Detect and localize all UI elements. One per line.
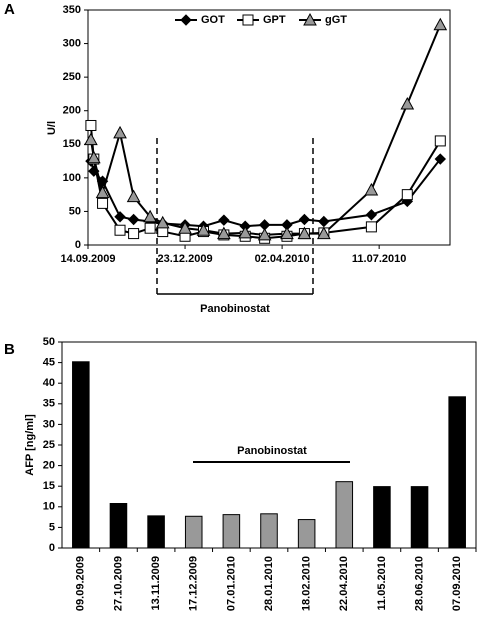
x-tick-label: 11.07.2010 <box>352 253 406 265</box>
point <box>143 209 157 223</box>
y-tick-label: 20 <box>43 460 55 472</box>
bar <box>335 481 354 549</box>
point <box>86 150 101 164</box>
x-tick-label: 02.04.2010 <box>255 253 310 265</box>
point <box>365 221 377 233</box>
panel-label: A <box>4 1 15 18</box>
bar <box>260 513 278 549</box>
point <box>316 226 331 240</box>
y-tick-label: 15 <box>43 480 55 492</box>
x-tick-label: 07.09.2010 <box>451 556 463 611</box>
legend-marker <box>242 14 254 26</box>
x-tick-label: 09.09.2009 <box>75 556 87 611</box>
y-tick-label: 100 <box>63 172 81 184</box>
bar <box>297 519 316 549</box>
point <box>128 228 140 240</box>
point <box>114 211 126 223</box>
x-tick-label: 13.11.2009 <box>150 556 162 610</box>
point <box>178 221 192 234</box>
bar <box>147 515 165 549</box>
legend-label: gGT <box>325 14 347 26</box>
point <box>434 153 447 165</box>
bar <box>373 486 391 549</box>
point <box>196 223 211 236</box>
panel-label: B <box>4 341 15 358</box>
y-tick-label: 0 <box>49 542 55 554</box>
y-tick-label: 50 <box>69 205 81 217</box>
y-tick-label: 350 <box>63 4 81 16</box>
point <box>298 213 311 226</box>
bar <box>109 503 128 549</box>
bar <box>72 361 90 549</box>
x-tick-label: 11.05.2010 <box>376 556 388 610</box>
point <box>88 165 100 177</box>
y-tick-label: 45 <box>43 357 55 369</box>
point <box>85 119 97 131</box>
point <box>400 96 415 110</box>
point <box>280 226 294 240</box>
bar <box>222 514 241 549</box>
y-tick-label: 250 <box>63 71 81 83</box>
point <box>318 215 330 228</box>
y-tick-label: 0 <box>75 239 81 251</box>
point <box>126 189 141 203</box>
point <box>114 224 126 236</box>
x-tick-label: 18.02.2010 <box>301 556 313 611</box>
legend-label: GOT <box>201 14 225 26</box>
point <box>401 189 413 201</box>
point <box>155 215 170 229</box>
annotation: Panobinostat <box>237 445 307 457</box>
point <box>84 132 98 146</box>
point <box>97 197 109 209</box>
x-tick-label: 17.12.2009 <box>188 556 200 611</box>
y-tick-label: 300 <box>63 37 81 49</box>
y-tick-label: 35 <box>43 398 55 410</box>
point <box>218 214 230 226</box>
series-line <box>89 158 442 228</box>
y-tick-label: 40 <box>43 377 55 389</box>
x-tick-label: 22.04.2010 <box>338 556 350 611</box>
point <box>238 225 253 239</box>
point <box>364 182 379 196</box>
y-tick-label: 30 <box>43 418 55 430</box>
bar <box>448 396 466 549</box>
y-axis-label: AFP [ng/ml] <box>24 414 36 476</box>
bar <box>184 515 203 549</box>
point <box>95 185 110 199</box>
y-tick-label: 10 <box>43 501 55 513</box>
point <box>127 213 140 226</box>
legend-marker <box>303 12 317 26</box>
point <box>144 222 156 234</box>
x-tick-label: 27.10.2009 <box>112 556 124 611</box>
series-line <box>89 24 442 236</box>
x-tick-label: 14.09.2009 <box>60 253 115 265</box>
x-tick-label: 28.06.2010 <box>413 556 425 611</box>
y-tick-label: 25 <box>43 439 55 451</box>
point <box>217 226 231 240</box>
y-axis-label: U/l <box>46 121 58 135</box>
point <box>257 227 272 241</box>
point <box>434 135 446 147</box>
x-tick-label: 07.01.2010 <box>225 556 237 611</box>
x-tick-label: 23.12.2009 <box>158 253 213 265</box>
annotation: Panobinostat <box>200 303 270 315</box>
y-tick-label: 150 <box>63 138 81 150</box>
y-tick-label: 50 <box>43 336 55 348</box>
plot-frame <box>87 9 451 246</box>
y-tick-label: 200 <box>63 105 81 117</box>
point <box>433 17 448 31</box>
point <box>297 226 312 240</box>
bar <box>410 486 429 549</box>
x-tick-label: 28.01.2010 <box>263 556 275 611</box>
point <box>365 209 378 221</box>
legend-marker <box>180 14 192 26</box>
legend-label: GPT <box>263 14 286 26</box>
point <box>113 125 127 139</box>
y-tick-label: 5 <box>49 521 55 533</box>
